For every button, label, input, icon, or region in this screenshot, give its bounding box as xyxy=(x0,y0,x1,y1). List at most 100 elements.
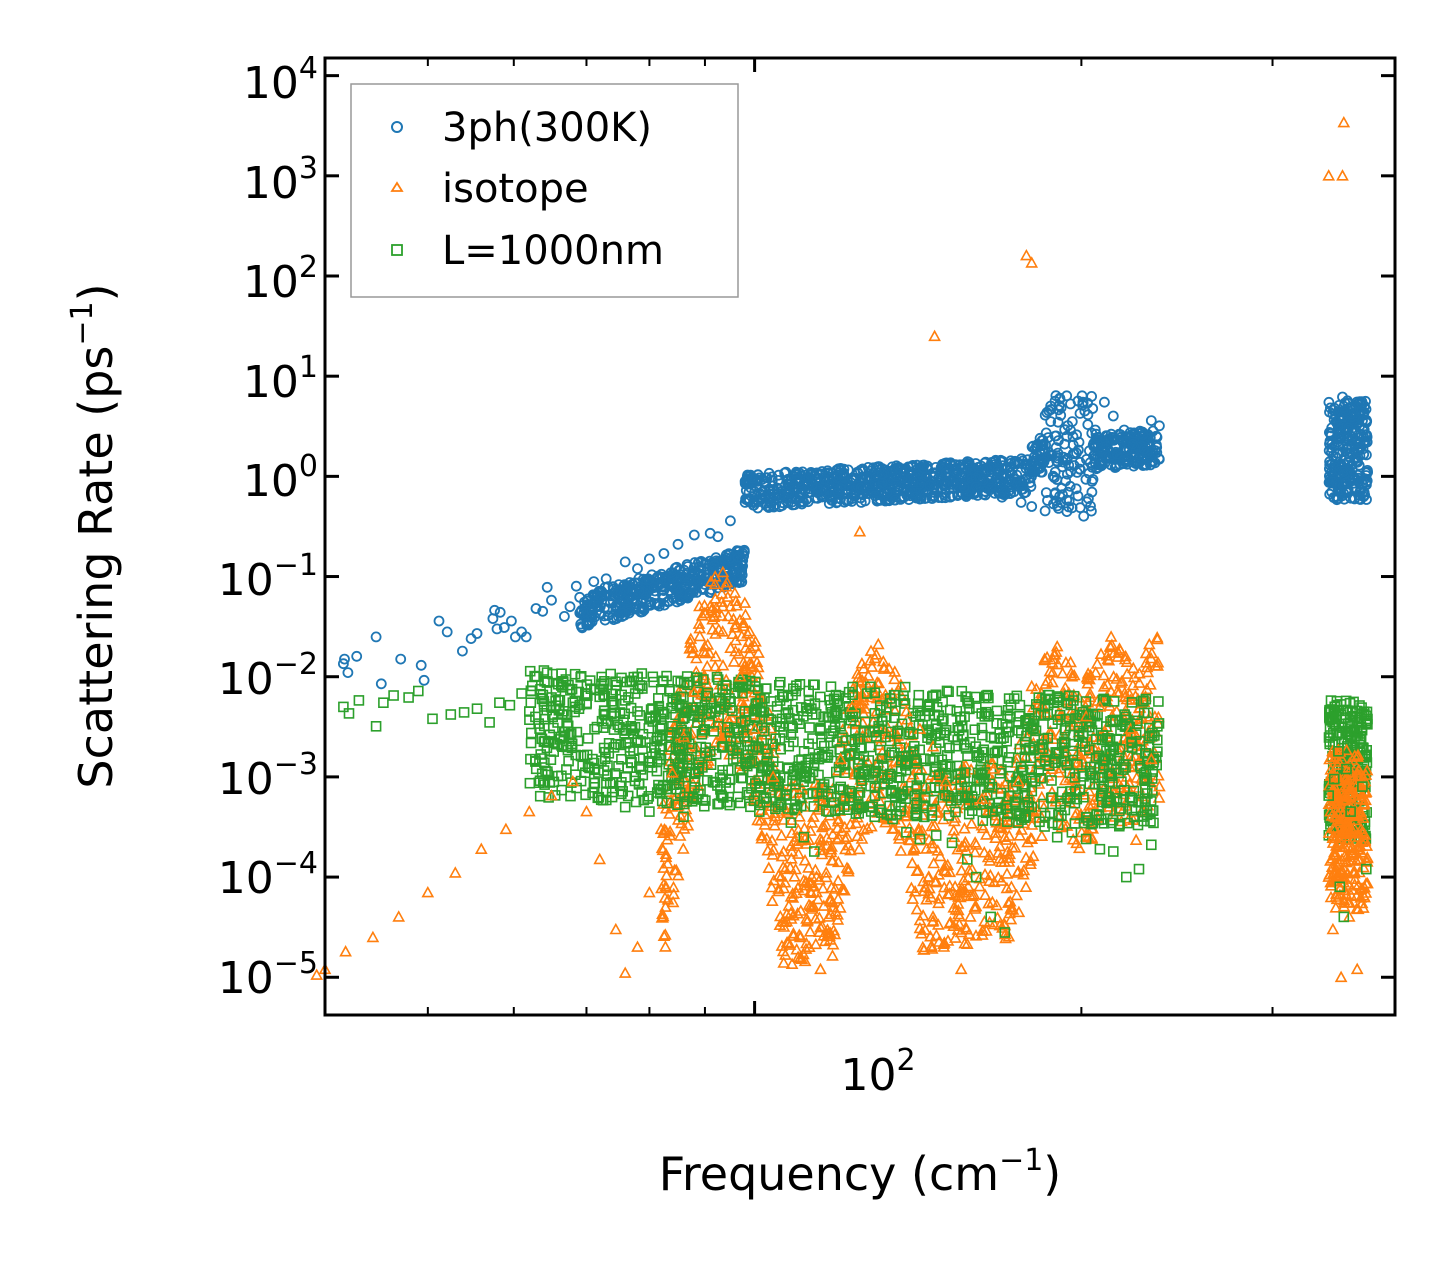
band-point xyxy=(1138,451,1150,463)
band-point xyxy=(1097,668,1111,681)
band-point xyxy=(720,679,732,691)
band-point xyxy=(937,940,951,952)
band-point xyxy=(989,826,1002,838)
band-point xyxy=(809,937,823,950)
band-point xyxy=(1012,792,1024,803)
band-point xyxy=(972,461,984,473)
band-point xyxy=(763,485,775,497)
band-point xyxy=(953,910,966,922)
band-point xyxy=(788,870,801,882)
band-point xyxy=(787,929,800,941)
band-point xyxy=(710,748,722,760)
band-point xyxy=(857,463,868,475)
band-point xyxy=(770,499,782,510)
band-point xyxy=(816,737,827,749)
band-point xyxy=(737,616,750,629)
band-point xyxy=(819,866,833,878)
band-point xyxy=(1058,773,1072,786)
band-point xyxy=(1141,447,1153,459)
band-point xyxy=(1066,833,1080,845)
band-point xyxy=(737,560,748,572)
band-point xyxy=(581,698,592,710)
band-point xyxy=(575,775,587,787)
band-point xyxy=(894,742,906,754)
band-point xyxy=(995,874,1008,886)
band-point xyxy=(1084,778,1095,790)
band-point xyxy=(772,474,784,486)
band-point xyxy=(701,679,714,691)
band-point xyxy=(615,739,626,751)
band-point xyxy=(913,913,927,926)
band-point xyxy=(536,768,548,780)
band-point xyxy=(1004,770,1016,782)
band-point xyxy=(949,931,962,943)
band-point xyxy=(897,472,908,484)
band-point xyxy=(661,857,675,869)
band-point xyxy=(783,938,797,950)
band-point xyxy=(1038,798,1049,810)
band-point xyxy=(1002,710,1013,722)
band-point xyxy=(978,888,992,901)
band-point xyxy=(1126,661,1140,674)
band-point xyxy=(659,940,672,952)
band-point xyxy=(1133,667,1146,679)
band-point xyxy=(1054,490,1066,502)
band-point xyxy=(755,829,769,841)
band-point xyxy=(831,472,843,484)
band-point xyxy=(783,861,797,873)
band-point xyxy=(810,870,823,882)
band-point xyxy=(1109,433,1121,445)
band-point xyxy=(870,765,882,777)
band-point xyxy=(807,810,820,822)
band-point xyxy=(918,459,930,471)
band-point xyxy=(1047,817,1058,829)
band-point xyxy=(741,787,753,798)
band-point xyxy=(813,832,827,845)
band-point xyxy=(1062,697,1074,709)
band-point xyxy=(613,760,624,772)
band-point xyxy=(666,895,680,908)
band-point xyxy=(809,912,822,924)
band-point xyxy=(548,776,560,788)
band-point xyxy=(616,689,628,701)
band-point xyxy=(1140,660,1154,673)
band-point xyxy=(775,849,789,862)
band-point xyxy=(651,756,663,767)
band-point xyxy=(1120,655,1134,668)
band-point xyxy=(1083,672,1096,685)
band-point xyxy=(724,799,736,811)
band-point xyxy=(811,472,823,484)
band-point xyxy=(776,860,790,873)
band-point xyxy=(813,769,824,781)
band-point xyxy=(665,741,677,752)
band-point xyxy=(865,660,879,672)
band-point xyxy=(772,801,784,812)
band-point xyxy=(622,790,634,802)
band-point xyxy=(670,709,681,721)
band-point xyxy=(1144,678,1157,690)
band-point xyxy=(943,686,954,698)
band-point xyxy=(730,737,742,748)
band-point xyxy=(599,675,610,687)
band-point xyxy=(914,709,926,721)
band-point xyxy=(1089,666,1103,678)
band-point xyxy=(1118,730,1132,742)
band-point xyxy=(859,702,872,714)
band-point xyxy=(777,881,791,894)
band-point xyxy=(914,744,926,756)
band-point xyxy=(965,817,978,829)
band-point xyxy=(763,799,777,812)
band-point xyxy=(1004,711,1016,723)
band-point xyxy=(686,646,700,658)
band-point xyxy=(1036,440,1048,452)
band-point xyxy=(767,756,779,768)
band-point xyxy=(860,821,874,834)
band-point xyxy=(1055,798,1066,810)
band-point xyxy=(802,861,815,873)
band-point xyxy=(957,873,970,886)
band-point xyxy=(824,907,838,920)
band-point xyxy=(1060,454,1072,466)
band-point xyxy=(962,863,976,876)
band-point xyxy=(951,842,965,855)
band-point xyxy=(952,890,965,902)
